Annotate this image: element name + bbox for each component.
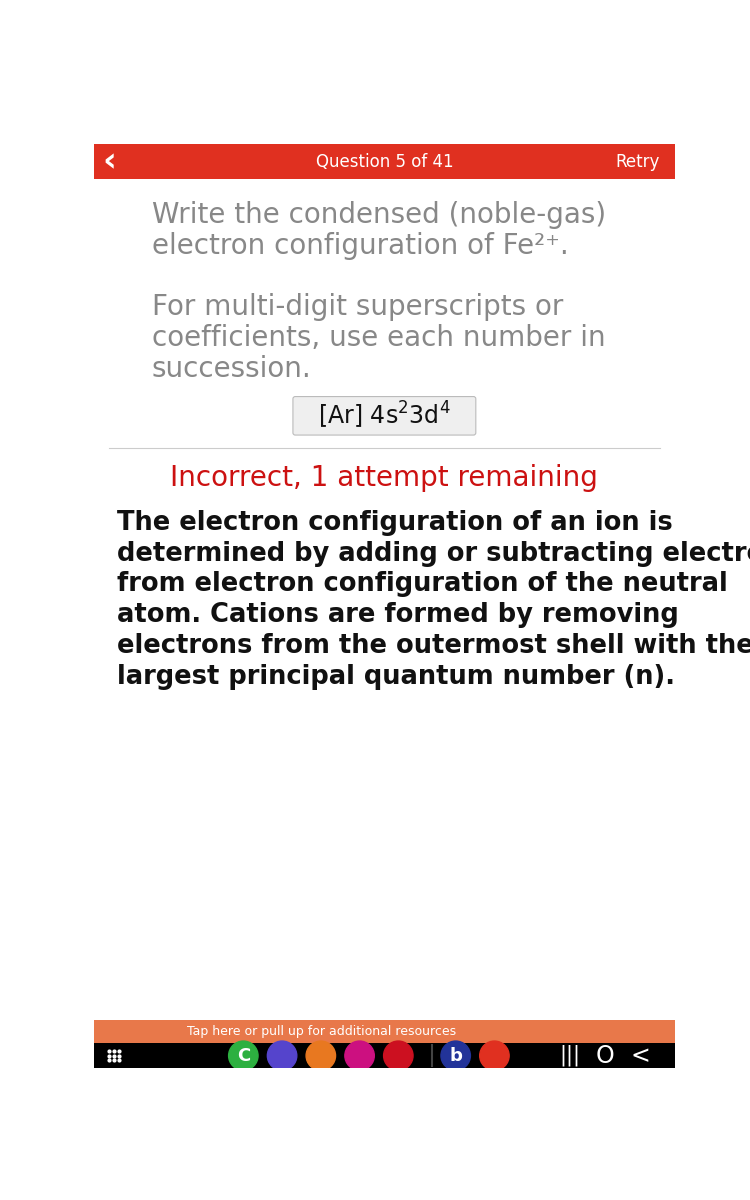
Circle shape <box>306 1042 335 1070</box>
Text: electron configuration of Fe²⁺.: electron configuration of Fe²⁺. <box>152 232 568 259</box>
Text: The electron configuration of an ion is: The electron configuration of an ion is <box>117 510 673 535</box>
Bar <box>94 144 675 180</box>
Bar <box>94 1020 675 1043</box>
Text: Question 5 of 41: Question 5 of 41 <box>316 152 453 170</box>
Text: Retry: Retry <box>615 152 659 170</box>
Text: from electron configuration of the neutral: from electron configuration of the neutr… <box>117 571 728 598</box>
Text: Write the condensed (noble-gas): Write the condensed (noble-gas) <box>152 200 606 229</box>
Circle shape <box>480 1042 509 1070</box>
Text: C: C <box>237 1046 250 1064</box>
Text: succession.: succession. <box>152 355 312 383</box>
Bar <box>94 1043 675 1068</box>
Text: <: < <box>630 1044 650 1068</box>
Text: b: b <box>449 1046 462 1064</box>
Text: coefficients, use each number in: coefficients, use each number in <box>152 324 605 352</box>
Circle shape <box>267 1042 297 1070</box>
Text: determined by adding or subtracting electrons: determined by adding or subtracting elec… <box>117 540 750 566</box>
Text: For multi-digit superscripts or: For multi-digit superscripts or <box>152 293 563 322</box>
Text: ‹: ‹ <box>102 145 116 179</box>
Circle shape <box>229 1042 258 1070</box>
Text: $\mathregular{[Ar]\ 4s^23d^4}$: $\mathregular{[Ar]\ 4s^23d^4}$ <box>318 401 451 431</box>
Text: |||: ||| <box>560 1045 580 1067</box>
Circle shape <box>441 1042 470 1070</box>
Text: largest principal quantum number (n).: largest principal quantum number (n). <box>117 664 675 690</box>
Text: Incorrect, 1 attempt remaining: Incorrect, 1 attempt remaining <box>170 463 598 492</box>
Text: Tap here or pull up for additional resources: Tap here or pull up for additional resou… <box>187 1025 456 1038</box>
FancyBboxPatch shape <box>293 396 476 436</box>
Circle shape <box>383 1042 413 1070</box>
Text: O: O <box>596 1044 615 1068</box>
Text: electrons from the outermost shell with the: electrons from the outermost shell with … <box>117 632 750 659</box>
Circle shape <box>345 1042 374 1070</box>
Text: atom. Cations are formed by removing: atom. Cations are formed by removing <box>117 602 679 628</box>
